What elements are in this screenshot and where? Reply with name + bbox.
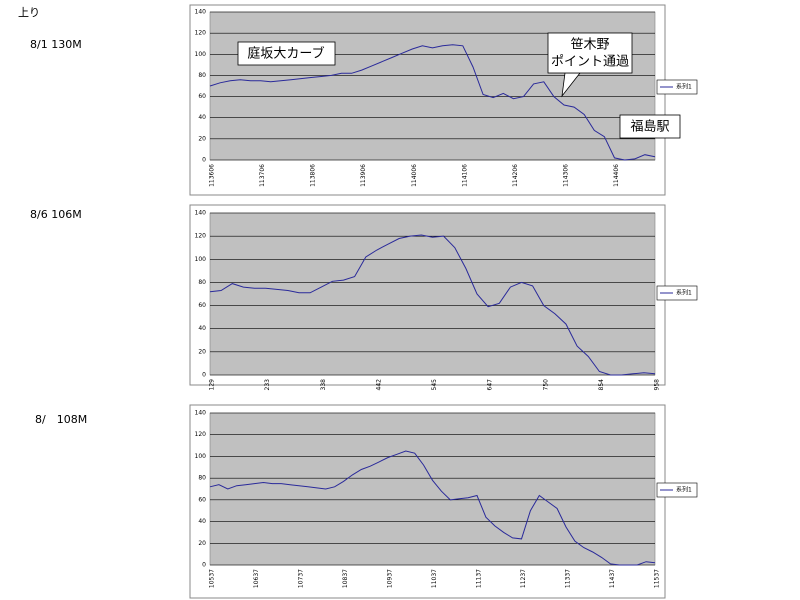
y-tick-label: 120 [195,233,207,240]
chart-caption: 8/6 106M [30,208,82,221]
y-tick-label: 0 [202,372,206,379]
legend-box [656,79,698,95]
y-tick-label: 20 [198,348,206,355]
legend-label: 系列1 [676,486,692,494]
plot-area [209,412,656,566]
y-tick-label: 40 [198,325,206,332]
data-line [209,234,656,376]
y-tick-label: 0 [202,562,206,569]
x-tick-label: 113806 [310,164,317,187]
x-tick-label: 11037 [431,569,438,588]
x-tick-label: 10537 [209,569,216,588]
legend-label: 系列1 [676,289,692,297]
y-tick-label: 100 [195,256,207,263]
x-tick-label: 114206 [512,164,519,187]
y-tick-label: 40 [198,518,206,525]
x-tick-label: 11437 [609,569,616,588]
annotation: ポイント通過 [551,55,629,70]
x-tick-label: 113906 [360,164,367,187]
x-tick-label: 233 [264,379,271,391]
y-tick-label: 120 [195,431,207,438]
x-tick-label: 10637 [253,569,260,588]
x-tick-label: 442 [375,379,382,391]
y-tick-label: 80 [198,279,206,286]
x-tick-label: 338 [320,379,327,391]
x-tick-label: 11237 [520,569,527,588]
x-tick-label: 10937 [387,569,394,588]
y-tick-label: 140 [195,410,207,417]
heading: 上り [18,6,40,19]
x-tick-label: 113606 [209,164,216,187]
y-tick-label: 20 [198,135,206,142]
annotation-box [237,41,336,66]
x-tick-label: 958 [654,379,661,391]
chart-caption: 8/ 108M [35,413,87,426]
y-tick-label: 140 [195,210,207,217]
x-tick-label: 854 [598,379,605,391]
annotation: 福島駅 [630,120,669,135]
y-tick-label: 80 [198,72,206,79]
y-tick-label: 100 [195,51,207,58]
x-tick-label: 750 [542,379,549,391]
x-tick-label: 11537 [654,569,661,588]
y-tick-label: 140 [195,9,207,16]
charts: 8/1 130M 0 20 40 60 80 100 120 140 113606 113706 11… [30,4,698,599]
y-tick-label: 40 [198,114,206,121]
y-tick-label: 0 [202,157,206,164]
x-tick-label: 10737 [298,569,305,588]
x-tick-label: 11337 [565,569,572,588]
x-tick-label: 113706 [259,164,266,187]
annotation: 庭坂大カーブ [247,46,324,62]
annotation-box [547,32,633,74]
y-tick-label: 20 [198,540,206,547]
data-line [209,44,656,161]
x-tick-label: 545 [431,379,438,391]
x-tick-label: 10837 [342,569,349,588]
y-tick-label: 60 [198,93,206,100]
legend-box [656,482,698,498]
x-tick-label: 11137 [476,569,483,588]
x-tick-label: 114406 [613,164,620,187]
y-tick-label: 120 [195,30,207,37]
annotation: 笹木野 [570,37,609,53]
plot-area [209,212,656,376]
y-tick-label: 60 [198,496,206,503]
legend-box [656,285,698,301]
y-tick-label: 80 [198,475,206,482]
x-tick-label: 114106 [461,164,468,187]
x-tick-label: 129 [209,379,216,391]
y-tick-label: 60 [198,302,206,309]
annotation-box [619,114,681,139]
legend-label: 系列1 [676,83,692,91]
x-tick-label: 114306 [562,164,569,187]
chart-caption: 8/1 130M [30,38,82,51]
y-tick-label: 100 [195,453,207,460]
data-line [209,450,656,566]
x-tick-label: 647 [487,379,494,391]
x-tick-label: 114006 [411,164,418,187]
